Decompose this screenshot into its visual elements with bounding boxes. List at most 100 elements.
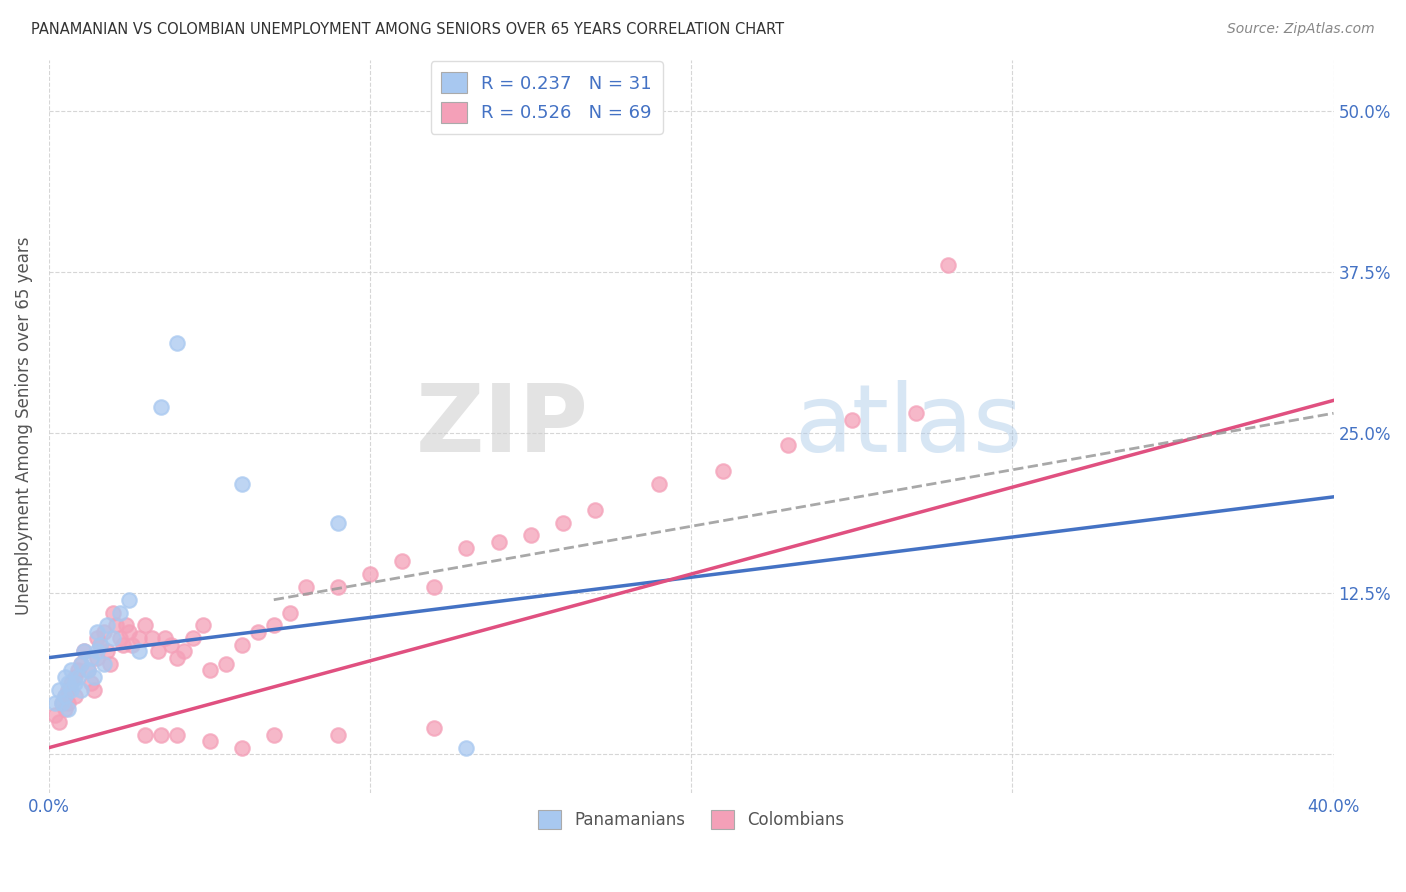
Point [86,624,108,639]
Point [63,670,86,684]
Point [519,528,541,542]
Point [48,714,70,729]
Point [134,728,156,742]
Point [231,477,253,491]
Point [73,644,96,658]
Point [103,606,125,620]
Point [58,702,80,716]
Point [160,638,183,652]
Point [48,682,70,697]
Point [70,657,93,671]
Point [58,696,80,710]
Point [359,567,381,582]
Point [214,657,236,671]
Point [456,740,478,755]
Point [423,580,446,594]
Point [53,689,76,703]
Point [263,618,285,632]
Point [173,644,195,658]
Point [58,676,80,690]
Point [326,580,349,594]
Point [936,258,959,272]
Point [150,400,173,414]
Point [83,682,105,697]
Point [841,413,863,427]
Point [89,638,111,652]
Point [191,618,214,632]
Y-axis label: Unemployment Among Seniors over 65 years: Unemployment Among Seniors over 65 years [15,237,32,615]
Point [166,650,188,665]
Point [80,676,103,690]
Point [246,624,269,639]
Point [76,664,98,678]
Point [391,554,413,568]
Point [128,644,150,658]
Point [118,624,141,639]
Point [583,502,606,516]
Point [60,682,83,697]
Point [53,670,76,684]
Point [105,618,128,632]
Point [326,728,349,742]
Point [86,650,108,665]
Point [44,696,66,710]
Point [141,632,163,646]
Legend: Panamanians, Colombians: Panamanians, Colombians [531,803,851,836]
Point [166,728,188,742]
Point [53,702,76,716]
Point [134,618,156,632]
Point [183,632,205,646]
Point [86,644,108,658]
Point [96,618,118,632]
Point [76,664,98,678]
Point [551,516,574,530]
Point [776,438,799,452]
Point [231,740,253,755]
Point [51,696,73,710]
Point [70,682,93,697]
Point [488,534,510,549]
Point [118,592,141,607]
Point [89,638,111,652]
Point [103,632,125,646]
Text: PANAMANIAN VS COLOMBIAN UNEMPLOYMENT AMONG SENIORS OVER 65 YEARS CORRELATION CHA: PANAMANIAN VS COLOMBIAN UNEMPLOYMENT AMO… [31,22,785,37]
Point [108,606,131,620]
Point [83,670,105,684]
Text: atlas: atlas [794,380,1022,472]
Point [51,696,73,710]
Point [198,734,221,748]
Point [648,477,671,491]
Point [96,644,118,658]
Point [278,606,301,620]
Point [711,464,734,478]
Point [198,664,221,678]
Point [263,728,285,742]
Point [93,657,115,671]
Point [153,632,176,646]
Point [128,632,150,646]
Point [66,670,89,684]
Point [98,657,121,671]
Point [108,632,131,646]
Point [80,650,103,665]
Point [150,728,173,742]
Point [905,406,928,420]
Point [60,676,83,690]
Point [115,618,138,632]
Point [53,689,76,703]
Point [111,638,134,652]
Point [166,335,188,350]
Point [423,722,446,736]
Text: Source: ZipAtlas.com: Source: ZipAtlas.com [1227,22,1375,37]
Point [60,664,83,678]
Point [121,638,143,652]
Point [58,682,80,697]
Point [63,689,86,703]
Point [66,664,89,678]
Point [73,644,96,658]
Text: ZIP: ZIP [416,380,589,472]
Point [456,541,478,556]
Point [63,676,86,690]
Point [93,624,115,639]
Point [231,638,253,652]
